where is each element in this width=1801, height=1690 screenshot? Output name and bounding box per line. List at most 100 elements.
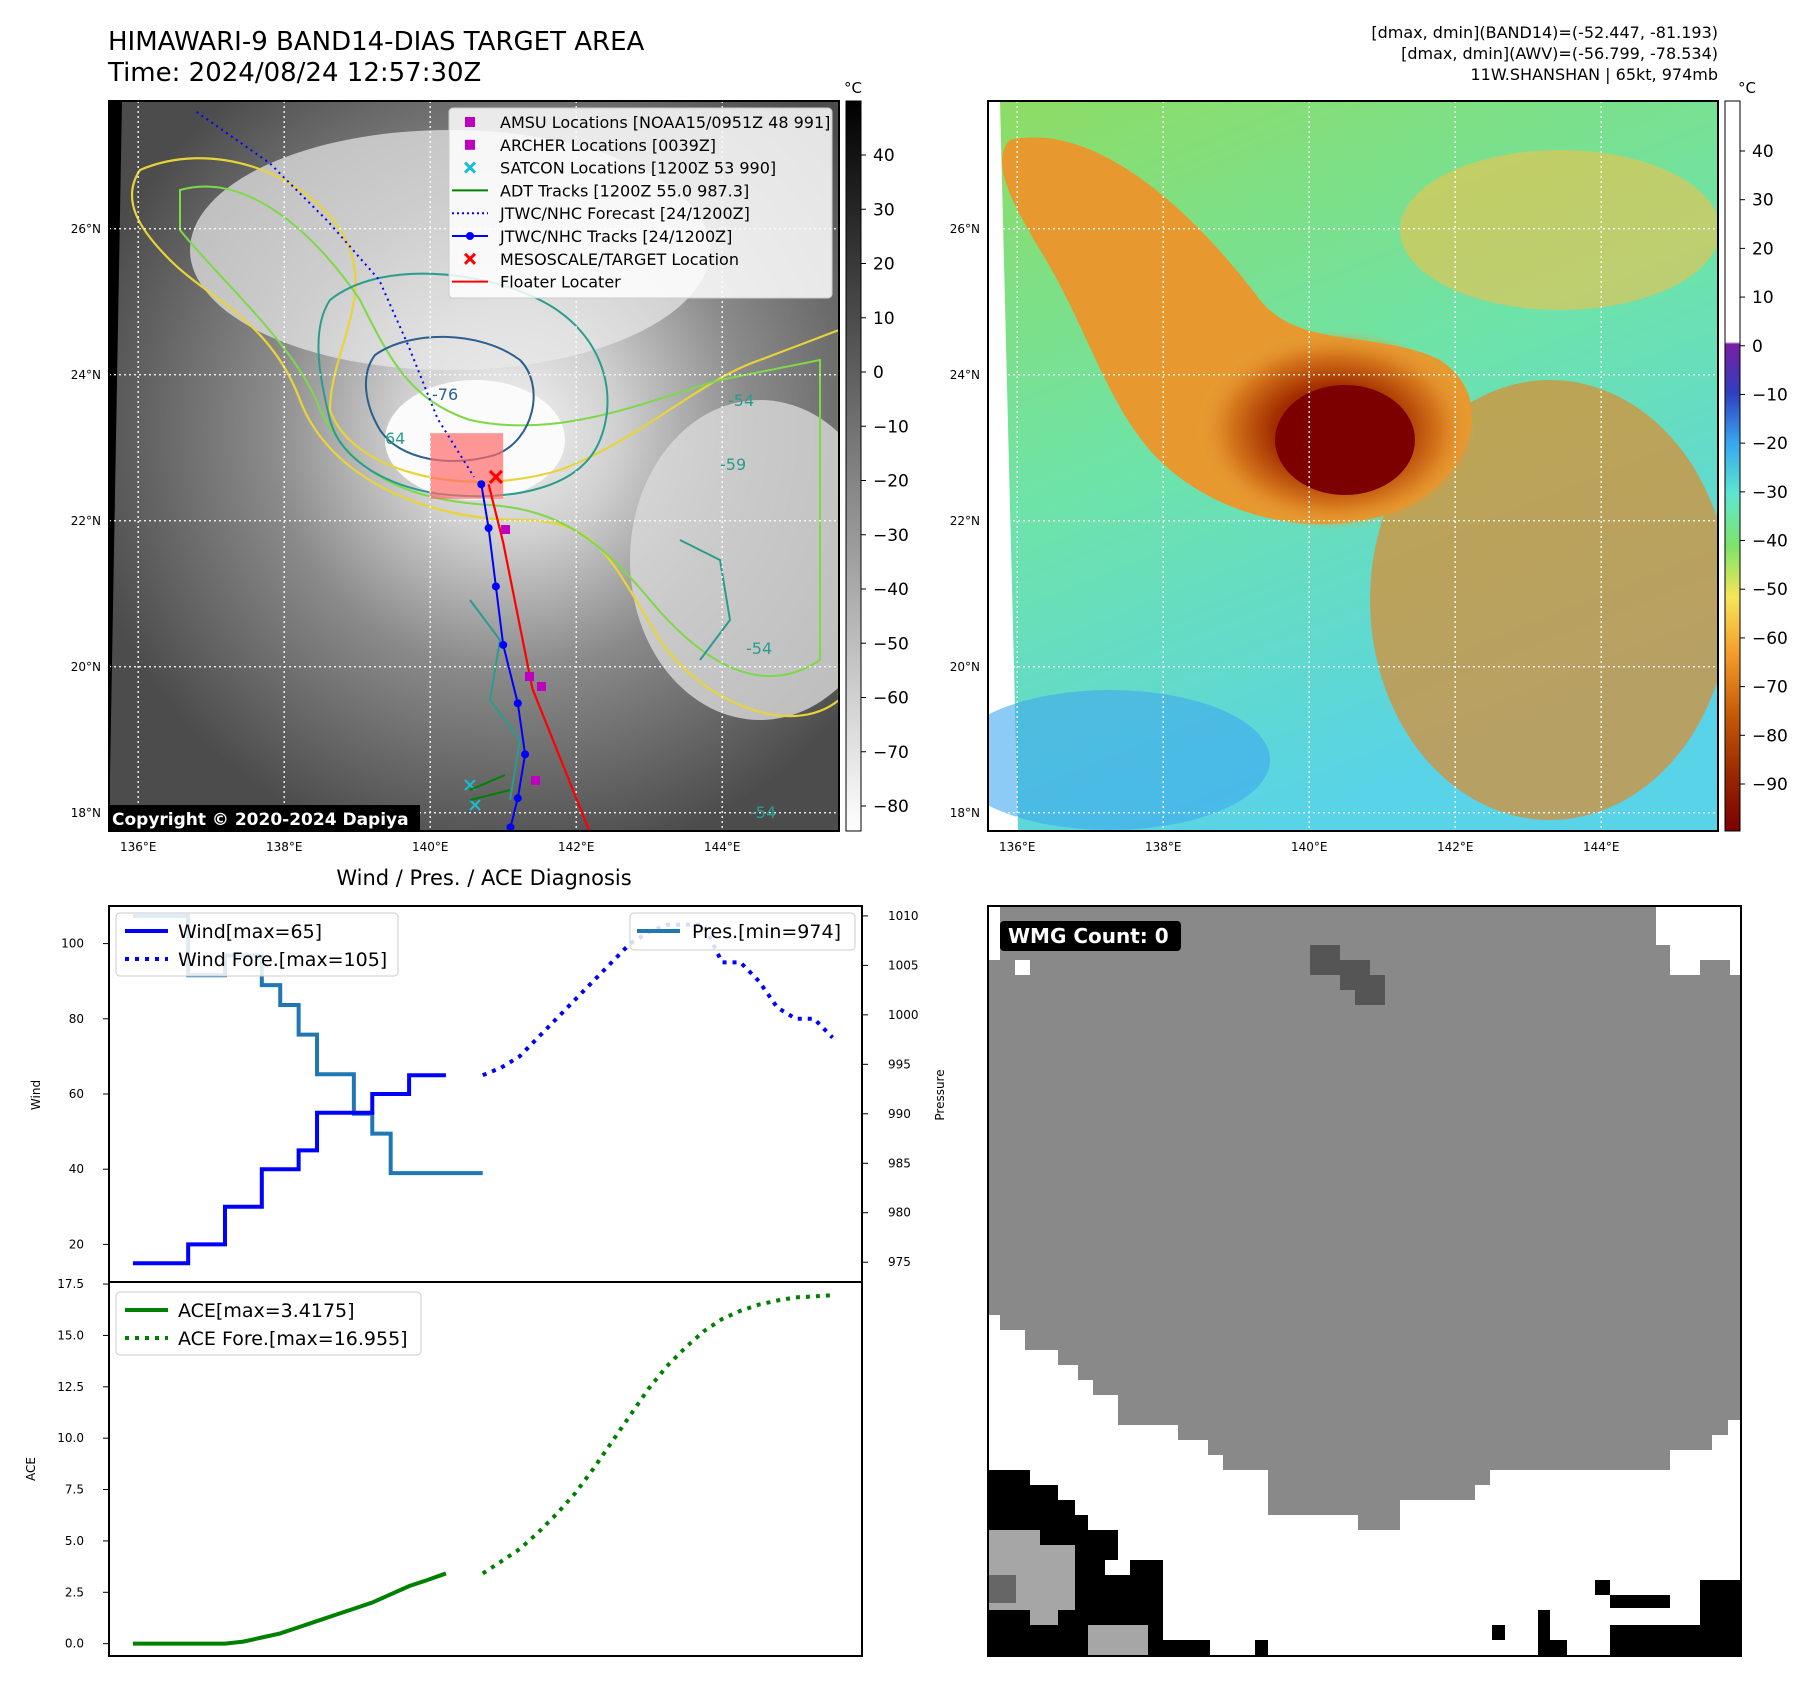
lat-tick-label: 18°N: [950, 806, 980, 820]
colorbar-tick-label: −60: [873, 689, 909, 709]
pressure-tick-label: 990: [888, 1107, 911, 1121]
track-point: [499, 640, 508, 649]
adt-track: [469, 774, 511, 801]
wind-tick-label: 20: [69, 1237, 84, 1251]
contour-label: -59: [720, 455, 746, 474]
wmg-dark-cell: [1355, 975, 1385, 1005]
pressure-tick-label: 1010: [888, 909, 919, 923]
map-right-gridlines: [988, 101, 1718, 831]
legend-swatch-dot: [466, 232, 474, 240]
ace-tick-label: 15.0: [57, 1328, 84, 1342]
wind-legend: Wind[max=65] Wind Fore.[max=105]: [115, 912, 399, 977]
satcon-markers: [464, 779, 481, 811]
colorbar-tick-label: 20: [1752, 239, 1774, 259]
info-storm: 11W.SHANSHAN | 65kt, 974mb: [1470, 65, 1718, 84]
wmg-dark-cell: [1310, 945, 1340, 975]
color-colorbar-unit: °C: [1738, 79, 1756, 97]
lat-tick-label: 20°N: [950, 660, 980, 674]
lon-tick-label: 144°E: [1583, 840, 1620, 854]
legend-swatch-square: [465, 139, 475, 150]
figure-time: Time: 2024/08/24 12:57:30Z: [107, 58, 481, 88]
ace-tick-label: 7.5: [65, 1483, 84, 1497]
colorbar-tick-label: −90: [1752, 775, 1788, 795]
target-location-marker: [488, 469, 503, 485]
cold-sst-band: [988, 690, 1270, 830]
contour-label: -54: [728, 391, 754, 410]
legend-label: ADT Tracks [1200Z 55.0 987.3]: [500, 181, 749, 200]
colorbar-tick-label: −40: [1752, 532, 1788, 552]
legend-label: MESOSCALE/TARGET Location: [500, 250, 739, 269]
cloud-east: [630, 400, 839, 720]
ace-tick-label: 17.5: [57, 1277, 84, 1291]
legend-box: [448, 107, 833, 299]
map-left-frame: [108, 100, 840, 832]
pressure-tick-label: 975: [888, 1255, 911, 1269]
color-colorbar-ticks: 40 30 20 10 0 −10 −20 −30 −40 −50 −60 −70 −80 −90: [1740, 142, 1788, 795]
colorbar-tick-label: −70: [1752, 678, 1788, 698]
ir-map-panel: -76 64 -59 -54 -54 -54 AMSU Locations [N…: [71, 79, 909, 854]
legend-label: JTWC/NHC Tracks [24/1200Z]: [499, 227, 732, 246]
wind-legend-box: [115, 912, 399, 977]
colorbar-tick-label: −80: [1752, 726, 1788, 746]
wmg-black-speckles: [1255, 1580, 1741, 1656]
colorbar-tick-label: −10: [873, 417, 909, 437]
wind-fore-legend-label: Wind Fore.[max=105]: [178, 949, 387, 971]
pressure-tick-label: 995: [888, 1057, 911, 1071]
ace-legend-label: ACE[max=3.4175]: [178, 1300, 355, 1322]
lat-tick-label: 26°N: [950, 222, 980, 236]
pressure-tick-label: 985: [888, 1156, 911, 1170]
colorbar-tick-label: −20: [873, 472, 909, 492]
archer-marker: [525, 672, 534, 681]
wmg-panel: WMG Count: 0: [987, 905, 1742, 1657]
diagnosis-chart: 100 80 60 40 20 1010 1005 1000 995 990 985 980 975 17…: [24, 905, 947, 1657]
lat-tick-label: 24°N: [71, 368, 101, 382]
pressure-tick-label: 1005: [888, 958, 919, 972]
ace-fore-legend-label: ACE Fore.[max=16.955]: [178, 1328, 408, 1350]
track-point: [506, 823, 515, 831]
contour-label: 64: [385, 429, 405, 448]
lon-tick-label: 142°E: [558, 840, 595, 854]
track-point: [491, 582, 500, 591]
archer-marker: [537, 682, 546, 691]
track-point: [513, 699, 522, 708]
track-point: [477, 480, 486, 489]
cloud-east-color: [1370, 380, 1718, 820]
amsu-marker: [501, 525, 510, 534]
copyright-box: [109, 805, 420, 831]
color-map-panel: °C 403020100−10−20−30−40−50−60−70−80−90 …: [950, 79, 1788, 854]
lat-tick-label: 24°N: [950, 368, 980, 382]
archer-marker: [531, 776, 540, 785]
pres-legend: Pres.[min=974]: [629, 912, 856, 951]
diagnosis-title: Wind / Pres. / ACE Diagnosis: [336, 866, 631, 890]
colorbar-tick-label: −70: [873, 743, 909, 763]
legend-label: ARCHER Locations [0039Z]: [500, 136, 716, 155]
jtwc-track-points: [477, 480, 530, 831]
lat-tick-label: 26°N: [71, 222, 101, 236]
map-right-frame: [987, 100, 1719, 832]
colorbar-tick-label: 10: [873, 309, 895, 329]
color-colorbar: [1724, 100, 1741, 832]
map-left-axis-labels: 136°E 138°E 140°E 142°E 144°E 26°N 24°N 22°N 20°…: [71, 222, 741, 854]
lon-tick-label: 136°E: [999, 840, 1036, 854]
track-point: [484, 524, 493, 533]
wind-legend-label: Wind[max=65]: [178, 921, 322, 943]
wmg-lightgray-cell: [1088, 1625, 1148, 1656]
colorbar-tick-label: −60: [1752, 629, 1788, 649]
pressure-tick-label: 1000: [888, 1008, 919, 1022]
colorbar-tick-label: 0: [1752, 337, 1763, 357]
colorbar-tick-label: 40: [873, 146, 895, 166]
contour-teal-rainband: [469, 539, 732, 801]
pres-legend-box: [629, 912, 856, 951]
wind-tick-label: 60: [69, 1087, 84, 1101]
wmg-white-notch: [988, 906, 1030, 975]
ace-forecast-line: [481, 1293, 833, 1576]
no-data-wedge: [109, 101, 122, 831]
lat-tick-label: 22°N: [71, 514, 101, 528]
ace-legend: ACE[max=3.4175] ACE Fore.[max=16.955]: [115, 1291, 422, 1356]
target-x: [488, 469, 503, 485]
wind-line: [132, 1073, 446, 1266]
legend-swatch-square: [465, 117, 475, 127]
ir-colorbar-unit: °C: [844, 79, 862, 97]
wmg-dark-cell: [988, 1575, 1016, 1603]
map-legend: AMSU Locations [NOAA15/0951Z 48 991] ARCH…: [448, 107, 833, 299]
